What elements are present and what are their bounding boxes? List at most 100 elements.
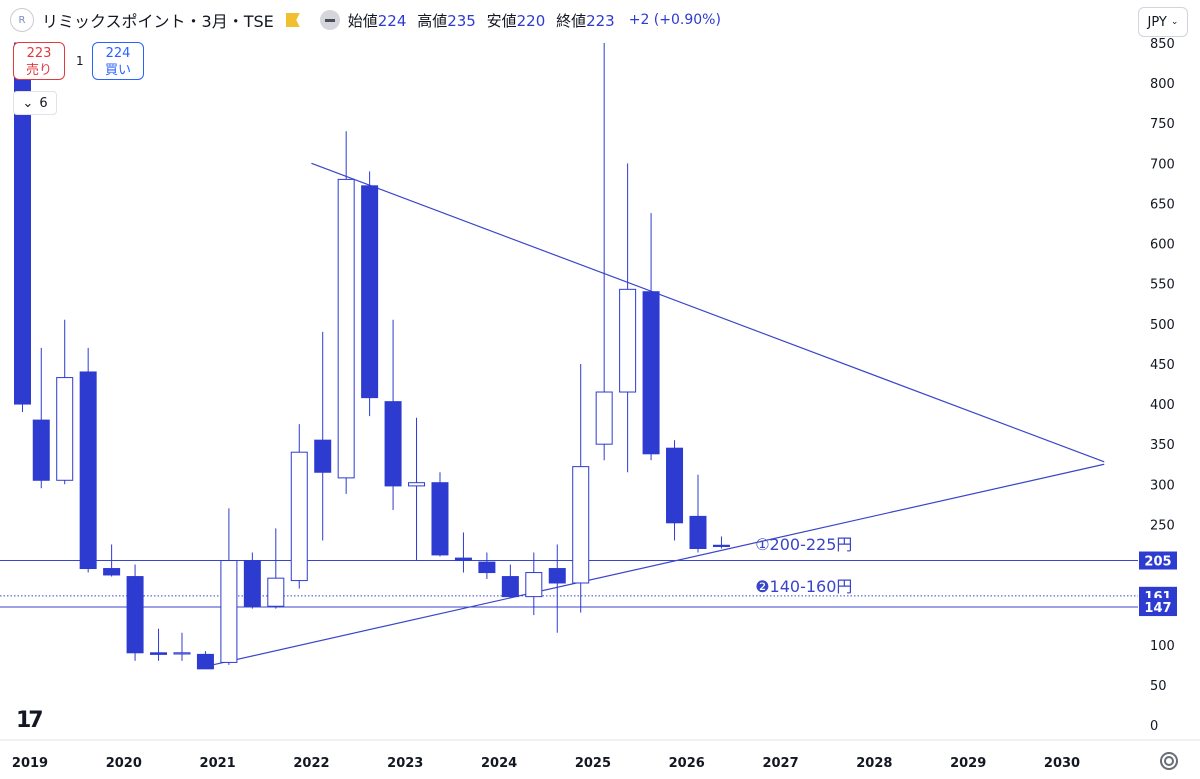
candle[interactable] xyxy=(337,131,355,494)
candle[interactable] xyxy=(267,528,285,609)
candle[interactable] xyxy=(150,628,168,661)
quantity-value[interactable]: 1 xyxy=(76,54,84,68)
candle[interactable] xyxy=(13,42,31,413)
currency-selector[interactable]: JPY ⌄ xyxy=(1138,7,1188,37)
candle[interactable] xyxy=(431,472,449,557)
candle-body xyxy=(501,576,519,598)
candle-body xyxy=(290,451,308,582)
price-tag-bg xyxy=(1139,598,1177,617)
annotation-label-1[interactable]: ①200-225円 xyxy=(755,535,852,554)
candle-body xyxy=(478,561,496,574)
time-axis[interactable] xyxy=(0,740,1200,779)
y-tick-label: 700 xyxy=(1150,157,1175,172)
change-value: +2 (+0.90%) xyxy=(628,12,721,28)
candle-body xyxy=(384,401,402,487)
candle[interactable] xyxy=(689,474,707,553)
candle[interactable] xyxy=(220,508,238,665)
candle[interactable] xyxy=(384,319,402,510)
candle-body xyxy=(619,288,637,393)
high-label: 高値 xyxy=(417,11,448,30)
candle[interactable] xyxy=(126,564,144,661)
symbol-title[interactable]: リミックスポイント・3月・TSE xyxy=(42,12,274,31)
price-tag-205[interactable]: 205 xyxy=(1139,551,1177,570)
candle[interactable] xyxy=(196,651,214,670)
candle[interactable] xyxy=(290,424,308,589)
x-tick-label: 2028 xyxy=(856,756,892,771)
sell-button[interactable]: 223 売り xyxy=(13,42,65,80)
chevron-down-icon: ⌄ xyxy=(22,95,34,111)
candle[interactable] xyxy=(79,347,97,573)
sell-price: 223 xyxy=(26,46,52,61)
indicators-collapse-button[interactable]: ⌄ 6 xyxy=(13,91,57,115)
x-tick-label: 2025 xyxy=(575,756,611,771)
candle-body xyxy=(595,391,613,445)
buy-label: 買い xyxy=(104,63,131,78)
candle[interactable] xyxy=(642,213,660,461)
y-tick-label: 350 xyxy=(1150,438,1175,453)
high-value: 235 xyxy=(447,11,476,30)
y-tick-label: 500 xyxy=(1150,318,1175,333)
candle[interactable] xyxy=(408,417,426,561)
candle[interactable] xyxy=(361,171,379,417)
flag-icon[interactable] xyxy=(285,13,300,27)
candle-body xyxy=(454,557,472,562)
candle[interactable] xyxy=(595,43,613,461)
candle-body xyxy=(548,568,566,584)
trendline-1[interactable] xyxy=(212,463,1105,666)
candle[interactable] xyxy=(712,536,730,549)
candle[interactable] xyxy=(454,532,472,573)
y-tick-label: 850 xyxy=(1150,37,1175,52)
candle[interactable] xyxy=(548,544,566,633)
close-label: 終値 xyxy=(556,11,587,30)
price-tag-147[interactable]: 147 xyxy=(1139,598,1177,617)
candle[interactable] xyxy=(478,552,496,579)
candle-body xyxy=(267,577,285,607)
x-tick-label: 2019 xyxy=(12,756,48,771)
candle-body xyxy=(572,466,590,584)
candle[interactable] xyxy=(501,564,519,599)
y-tick-label: 300 xyxy=(1150,478,1175,493)
candle-body xyxy=(103,568,121,576)
y-tick-label: 250 xyxy=(1150,518,1175,533)
candle[interactable] xyxy=(314,331,332,541)
sell-label: 売り xyxy=(25,63,52,78)
candle[interactable] xyxy=(173,632,191,661)
close-value: 223 xyxy=(586,11,615,30)
y-tick-label: 50 xyxy=(1150,679,1167,694)
trendline-0[interactable] xyxy=(311,162,1105,463)
candle[interactable] xyxy=(32,347,50,489)
y-tick-label: 100 xyxy=(1150,639,1175,654)
y-tick-label: 800 xyxy=(1150,77,1175,92)
low-value: 220 xyxy=(516,11,546,30)
price-axis[interactable] xyxy=(1138,40,1200,740)
candle-body xyxy=(173,652,191,655)
tradingview-logo-icon[interactable]: 17 xyxy=(16,708,44,733)
candle[interactable] xyxy=(103,544,121,577)
candle-body xyxy=(361,185,379,399)
symbol-logo-icon[interactable]: R xyxy=(10,8,34,32)
candle-body xyxy=(525,572,543,598)
indicator-count: 6 xyxy=(39,95,48,111)
candle[interactable] xyxy=(572,363,590,613)
price-tag-label: 205 xyxy=(1144,555,1171,570)
candle[interactable] xyxy=(666,440,684,541)
candle[interactable] xyxy=(56,319,74,485)
candle-body xyxy=(431,482,449,556)
annotation-label-2[interactable]: ❷140-160円 xyxy=(755,577,852,596)
candle-body xyxy=(196,653,214,670)
candle[interactable] xyxy=(525,552,543,616)
y-tick-label: 550 xyxy=(1150,278,1175,293)
x-tick-label: 2029 xyxy=(950,756,986,771)
candle-body xyxy=(408,482,426,487)
x-tick-label: 2026 xyxy=(669,756,705,771)
candle[interactable] xyxy=(243,552,261,609)
y-tick-label: 0 xyxy=(1150,719,1158,734)
candle-body xyxy=(337,178,355,479)
candle-body xyxy=(666,447,684,524)
settings-gear-icon[interactable] xyxy=(1160,752,1178,770)
candle[interactable] xyxy=(619,163,637,473)
buy-button[interactable]: 224 買い xyxy=(92,42,144,80)
candle-body xyxy=(150,652,168,655)
x-tick-label: 2030 xyxy=(1044,756,1080,771)
